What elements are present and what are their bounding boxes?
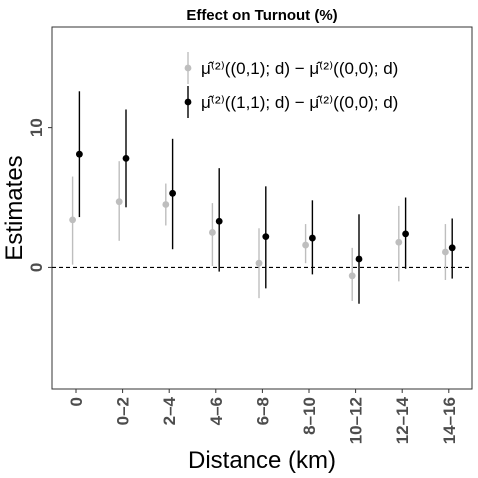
estimate-point <box>215 217 223 225</box>
y-tick-label: 0 <box>27 263 46 272</box>
estimate-point <box>69 216 76 224</box>
legend-label: μ̂⁽²⁾((1,1); d) − μ̂⁽²⁾((0,0); d) <box>201 93 398 112</box>
estimate-point <box>355 255 363 263</box>
chart-title: Effect on Turnout (%) <box>186 7 337 24</box>
x-tick-label: 14–16 <box>440 397 459 444</box>
x-tick-label: 4–6 <box>207 397 226 425</box>
legend-label: μ̂⁽²⁾((0,1); d) − μ̂⁽²⁾((0,0); d) <box>201 59 398 78</box>
x-tick-label: 0 <box>67 397 86 406</box>
estimate-point <box>76 150 83 158</box>
estimate-point <box>448 244 456 252</box>
estimate-point <box>255 259 263 267</box>
estimate-point <box>122 154 130 162</box>
x-tick-label: 10–12 <box>347 397 366 444</box>
y-axis-title: Estimates <box>1 155 28 260</box>
legend-key-point <box>184 64 192 72</box>
estimate-point <box>162 201 170 208</box>
estimate-point <box>209 229 216 236</box>
x-tick-label: 2–4 <box>160 396 179 425</box>
data-marks <box>69 91 456 304</box>
x-axis: 0 0–2 2–4 4–6 6–8 8–10 10–12 12–14 14–16 <box>67 389 459 444</box>
estimate-point <box>442 248 449 256</box>
x-tick-label: 6–8 <box>253 397 272 425</box>
estimate-point <box>169 189 177 197</box>
estimate-point <box>302 241 309 249</box>
x-tick-label: 12–14 <box>393 396 412 444</box>
estimate-point <box>348 272 356 280</box>
estimate-point <box>262 233 270 241</box>
y-tick-label: 10 <box>27 118 46 137</box>
estimate-point <box>115 198 123 206</box>
estimate-point <box>395 238 403 246</box>
x-tick-label: 0–2 <box>114 397 133 425</box>
x-axis-title: Distance (km) <box>188 447 336 474</box>
legend: μ̂⁽²⁾((0,1); d) − μ̂⁽²⁾((0,0); d) μ̂⁽²⁾((… <box>184 52 398 118</box>
y-axis: 0 10 <box>27 118 52 272</box>
x-tick-label: 8–10 <box>300 397 319 435</box>
estimate-point <box>309 234 316 242</box>
legend-key-point <box>184 98 192 106</box>
estimate-point <box>402 230 409 238</box>
plot-panel <box>51 26 473 390</box>
